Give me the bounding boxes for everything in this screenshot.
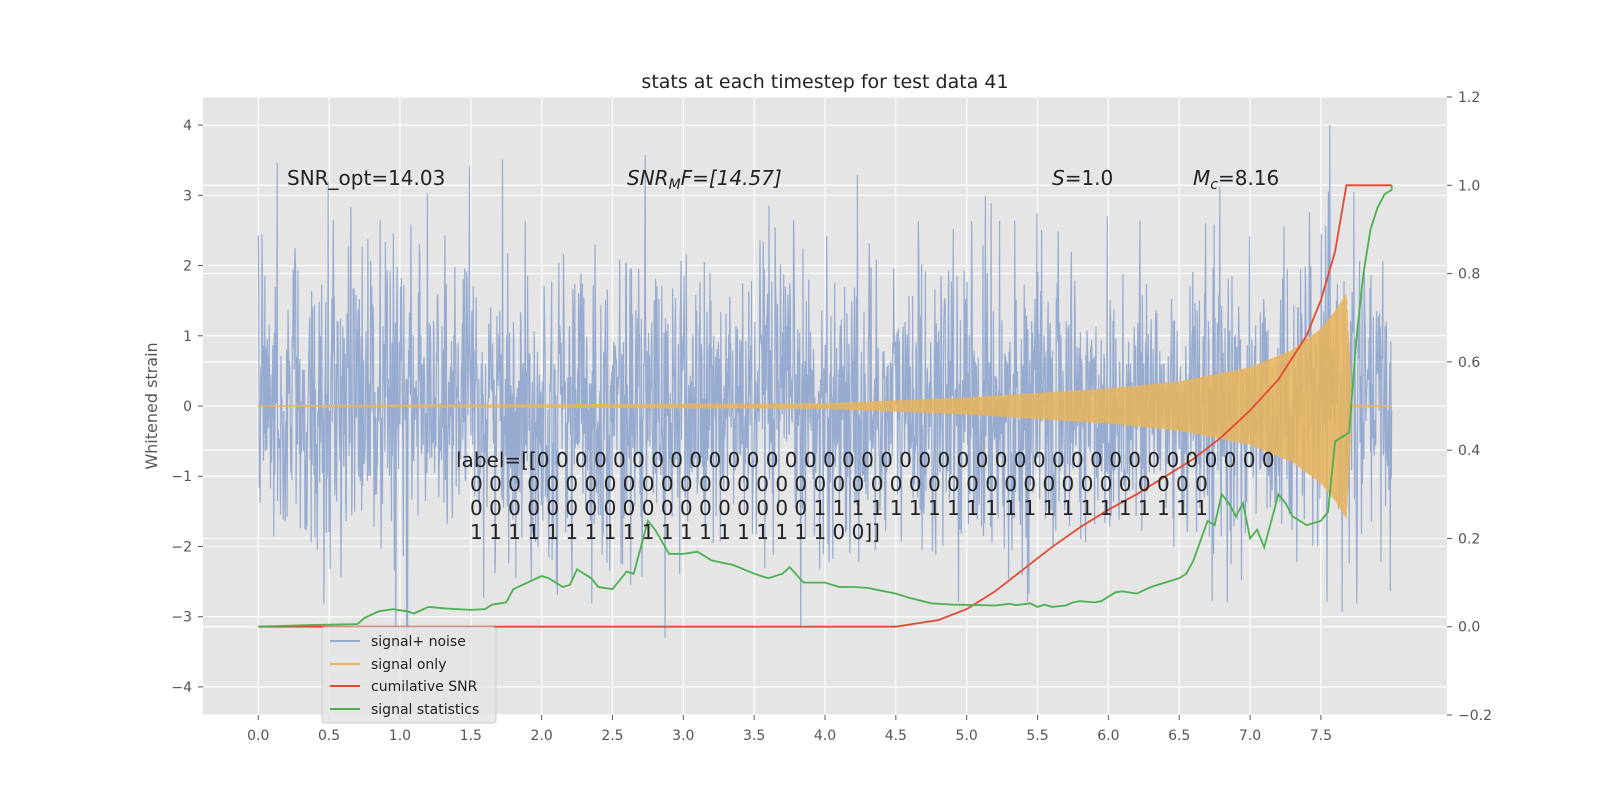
series-layer xyxy=(257,125,1393,655)
y-tick-label: 1 xyxy=(183,329,192,345)
y2-tick-label: 0.6 xyxy=(1458,355,1480,371)
y-tick-label: −4 xyxy=(171,680,192,696)
y-tick-label: 4 xyxy=(183,118,192,134)
y-axis-label: Whitened strain xyxy=(142,342,161,469)
x-tick-label: 6.0 xyxy=(1097,728,1119,744)
x-tick-label: 6.5 xyxy=(1168,728,1190,744)
y-tick-label: −2 xyxy=(171,539,192,555)
axes-layer: 0.0 0.5 1.0 1.5 2.0 2.5 3.0 3.5 4.0 4.5 5.0 5.5 6.0 6… xyxy=(171,90,1492,744)
annotation-label: label=[[0 0 0 0 0 0 0 0 0 0 0 0 0 0 0 0 … xyxy=(456,448,1275,544)
label-line-4: 1 1 1 1 1 1 1 1 1 1 1 1 1 1 1 1 1 1 1 0 … xyxy=(470,520,880,544)
x-tick-label: 1.0 xyxy=(389,728,411,744)
series-cumulative-snr xyxy=(258,184,1392,628)
legend-box xyxy=(321,626,497,724)
label-line-3: 0 0 0 0 0 0 0 0 0 0 0 0 0 0 0 0 0 0 1 1 … xyxy=(470,496,1208,520)
x-tick-label: 3.5 xyxy=(743,728,765,744)
y2-tick-label: 0.4 xyxy=(1458,443,1480,459)
y-tick-label: 0 xyxy=(183,399,192,415)
snr-mf-rest: F=[14.57] xyxy=(681,166,782,190)
y2-tick-label: 1.2 xyxy=(1458,90,1480,106)
chart-title: stats at each timestep for test data 41 xyxy=(641,71,1008,93)
x-tick-label: 3.0 xyxy=(672,728,694,744)
y2-tick-label: −0.2 xyxy=(1458,708,1492,724)
mc-rest: =8.16 xyxy=(1218,166,1279,190)
legend-label-signal-noise: signal+ noise xyxy=(371,634,466,650)
x-tick-label: 7.0 xyxy=(1239,728,1261,744)
mc-main: M xyxy=(1193,166,1210,190)
x-tick-label: 1.5 xyxy=(460,728,482,744)
y2-tick-label: 0.0 xyxy=(1458,620,1480,636)
legend-label-signal-only: signal only xyxy=(371,657,446,673)
label-line-2: 0 0 0 0 0 0 0 0 0 0 0 0 0 0 0 0 0 0 0 0 … xyxy=(470,472,1208,496)
s-rest: =1.0 xyxy=(1065,166,1114,190)
snr-mf-main: SNR xyxy=(627,166,669,190)
x-tick-label: 5.5 xyxy=(1026,728,1048,744)
legend-label-signal-statistics: signal statistics xyxy=(371,702,479,718)
annotation-snr-opt: SNR_opt=14.03 xyxy=(287,166,445,190)
x-tick-label: 2.0 xyxy=(530,728,552,744)
snr-mf-sub: M xyxy=(669,177,681,193)
label-line-1: label=[[0 0 0 0 0 0 0 0 0 0 0 0 0 0 0 0 … xyxy=(456,448,1275,472)
x-tick-label: 2.5 xyxy=(601,728,623,744)
y-tick-label: 2 xyxy=(183,259,192,275)
x-tick-label: 5.0 xyxy=(956,728,978,744)
annotation-mc: Mc=8.16 xyxy=(1193,166,1279,193)
x-tick-label: 7.5 xyxy=(1310,728,1332,744)
y2-tick-label: 1.0 xyxy=(1458,178,1480,194)
annotation-s: S=1.0 xyxy=(1052,166,1113,190)
y2-tick-label: 0.2 xyxy=(1458,531,1480,547)
x-tick-label: 0.5 xyxy=(318,728,340,744)
y-tick-label: −3 xyxy=(171,610,192,626)
series-signal-statistics xyxy=(258,185,1393,628)
y-tick-label: 3 xyxy=(183,188,192,204)
s-main: S xyxy=(1052,166,1065,190)
x-tick-label: 0.0 xyxy=(247,728,269,744)
x-tick-label: 4.0 xyxy=(814,728,836,744)
y-tick-label: −1 xyxy=(171,469,192,485)
legend-label-cumulative-snr: cumilative SNR xyxy=(371,679,478,695)
y2-tick-label: 0.8 xyxy=(1458,267,1480,283)
series-signal-only xyxy=(257,294,1393,519)
x-tick-label: 4.5 xyxy=(885,728,907,744)
annotation-snr-mf: SNRMF=[14.57] xyxy=(627,166,782,193)
mc-sub: c xyxy=(1210,177,1218,193)
legend: signal+ noise signal only cumilative SNR… xyxy=(321,626,497,724)
